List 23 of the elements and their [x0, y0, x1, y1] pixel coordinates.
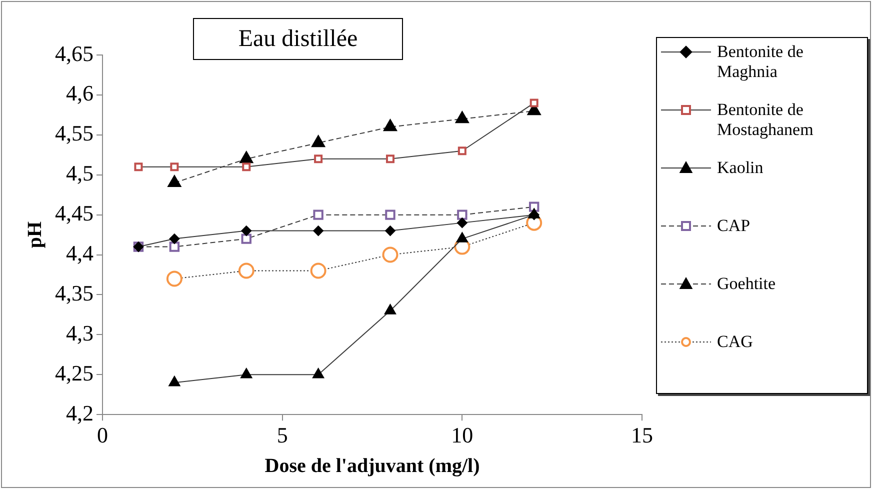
- y-tick-label: 4,2: [66, 400, 94, 426]
- legend-label: Kaolin: [717, 158, 764, 178]
- legend-label: Bentonite de Maghnia: [717, 42, 804, 82]
- x-tick-label: 0: [97, 422, 108, 448]
- y-tick-label: 4,45: [55, 200, 94, 226]
- y-tick-label: 4,5: [66, 160, 94, 186]
- legend-label: CAG: [717, 332, 753, 352]
- y-tick-label: 4,25: [55, 360, 94, 386]
- y-tick-label: 4,55: [55, 120, 94, 146]
- legend-label: CAP: [717, 216, 750, 236]
- chart-title: Eau distillée: [193, 18, 403, 60]
- y-tick-label: 4,35: [55, 280, 94, 306]
- x-tick-label: 15: [631, 422, 653, 448]
- x-axis-title: Dose de l'adjuvant (mg/l): [264, 455, 480, 478]
- x-tick-label: 5: [276, 422, 288, 448]
- legend-label: Goehtite: [717, 274, 776, 294]
- y-tick-label: 4,4: [66, 240, 94, 266]
- legend-label: Bentonite de Mostaghanem: [717, 100, 814, 140]
- y-axis-title: pH: [24, 221, 46, 248]
- x-tick-label: 10: [451, 422, 474, 448]
- y-tick-label: 4,3: [66, 320, 94, 346]
- y-tick-label: 4,6: [66, 80, 94, 106]
- y-tick-label: 4,65: [55, 40, 94, 66]
